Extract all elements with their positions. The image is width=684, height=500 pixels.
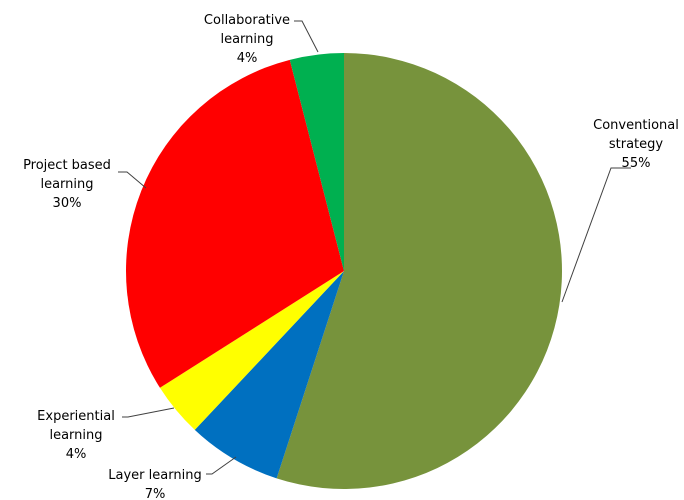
label-experiential-learning: Experiential learning 4% <box>37 409 115 462</box>
label-project-based-learning: Project based learning 30% <box>23 158 111 211</box>
slice-value-label: 4% <box>237 51 258 66</box>
label-conventional-strategy: Conventional strategy 55% <box>593 118 679 171</box>
slice-conventional-strategy <box>276 53 562 490</box>
slice-name-label: learning <box>49 428 102 443</box>
leader-line-collaborative-learning <box>294 20 319 53</box>
slice-name-label: strategy <box>609 137 664 152</box>
slice-labels: Conventional strategy 55% Layer learning 7% E… <box>23 13 679 500</box>
slice-name-label: Collaborative <box>204 13 290 28</box>
slice-name-label: learning <box>40 177 93 192</box>
leader-line-experiential-learning <box>122 407 175 418</box>
slice-layer-learning <box>194 271 344 479</box>
leader-lines <box>118 20 631 475</box>
leader-line-project-based-learning <box>118 171 147 189</box>
slice-name-label: Experiential <box>37 409 115 424</box>
slice-value-label: 30% <box>53 196 82 211</box>
slice-value-label: 55% <box>622 156 651 171</box>
slice-name-label: Project based <box>23 158 111 173</box>
slice-name-label: learning <box>220 32 273 47</box>
slice-project-based-learning <box>126 59 344 388</box>
leader-line-layer-learning <box>206 456 237 475</box>
pie-slices <box>126 53 562 490</box>
leader-line-conventional-strategy <box>561 167 631 303</box>
slice-experiential-learning <box>159 271 344 430</box>
slice-value-label: 4% <box>66 447 87 462</box>
slice-name-label: Layer learning <box>108 468 201 483</box>
slice-name-label: Conventional <box>593 118 679 133</box>
slice-value-label: 7% <box>145 487 166 500</box>
label-collaborative-learning: Collaborative learning 4% <box>204 13 290 66</box>
slice-collaborative-learning <box>289 53 344 271</box>
label-layer-learning: Layer learning 7% <box>108 468 201 500</box>
